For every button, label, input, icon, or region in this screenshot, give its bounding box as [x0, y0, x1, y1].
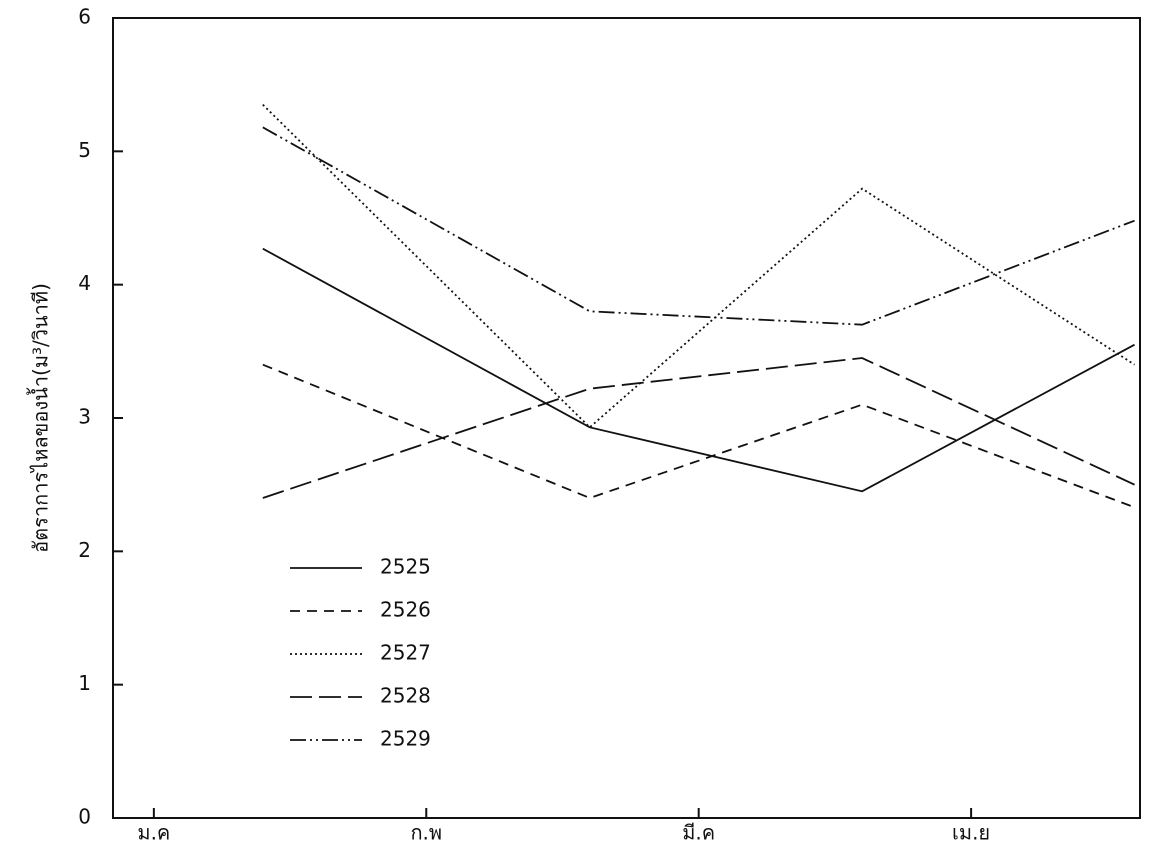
x-tick-label: มี.ค — [682, 821, 715, 845]
x-tick-label: เม.ย — [952, 821, 990, 845]
y-tick-label: 3 — [78, 405, 91, 429]
series-line — [263, 105, 1135, 428]
legend-label: 2525 — [380, 555, 431, 579]
y-tick-label: 5 — [78, 138, 91, 162]
legend-label: 2528 — [380, 684, 431, 708]
series-line — [263, 358, 1135, 498]
page: {"chart_data": {"type": "line", "y_label… — [0, 0, 1155, 847]
legend-label: 2526 — [380, 598, 431, 622]
series-line — [263, 365, 1135, 508]
x-tick-label: ก.พ — [410, 821, 442, 845]
y-tick-label: 1 — [78, 671, 91, 695]
legend-label: 2527 — [380, 641, 431, 665]
y-tick-label: 0 — [78, 805, 91, 829]
x-tick-label: ม.ค — [137, 821, 170, 845]
y-tick-label: 4 — [78, 271, 91, 295]
series-line — [263, 127, 1135, 324]
legend-label: 2529 — [380, 727, 431, 751]
y-axis-label: อัตราการไหลของน้ำ(ม³/วินาที) — [27, 283, 53, 553]
chart: อัตราการไหลของน้ำ(ม³/วินาที) 0 1 2 3 4 5 6 ม.ค ก… — [0, 0, 1155, 847]
y-tick-label: 6 — [78, 5, 91, 29]
plot-frame — [113, 18, 1140, 818]
y-tick-label: 2 — [78, 538, 91, 562]
